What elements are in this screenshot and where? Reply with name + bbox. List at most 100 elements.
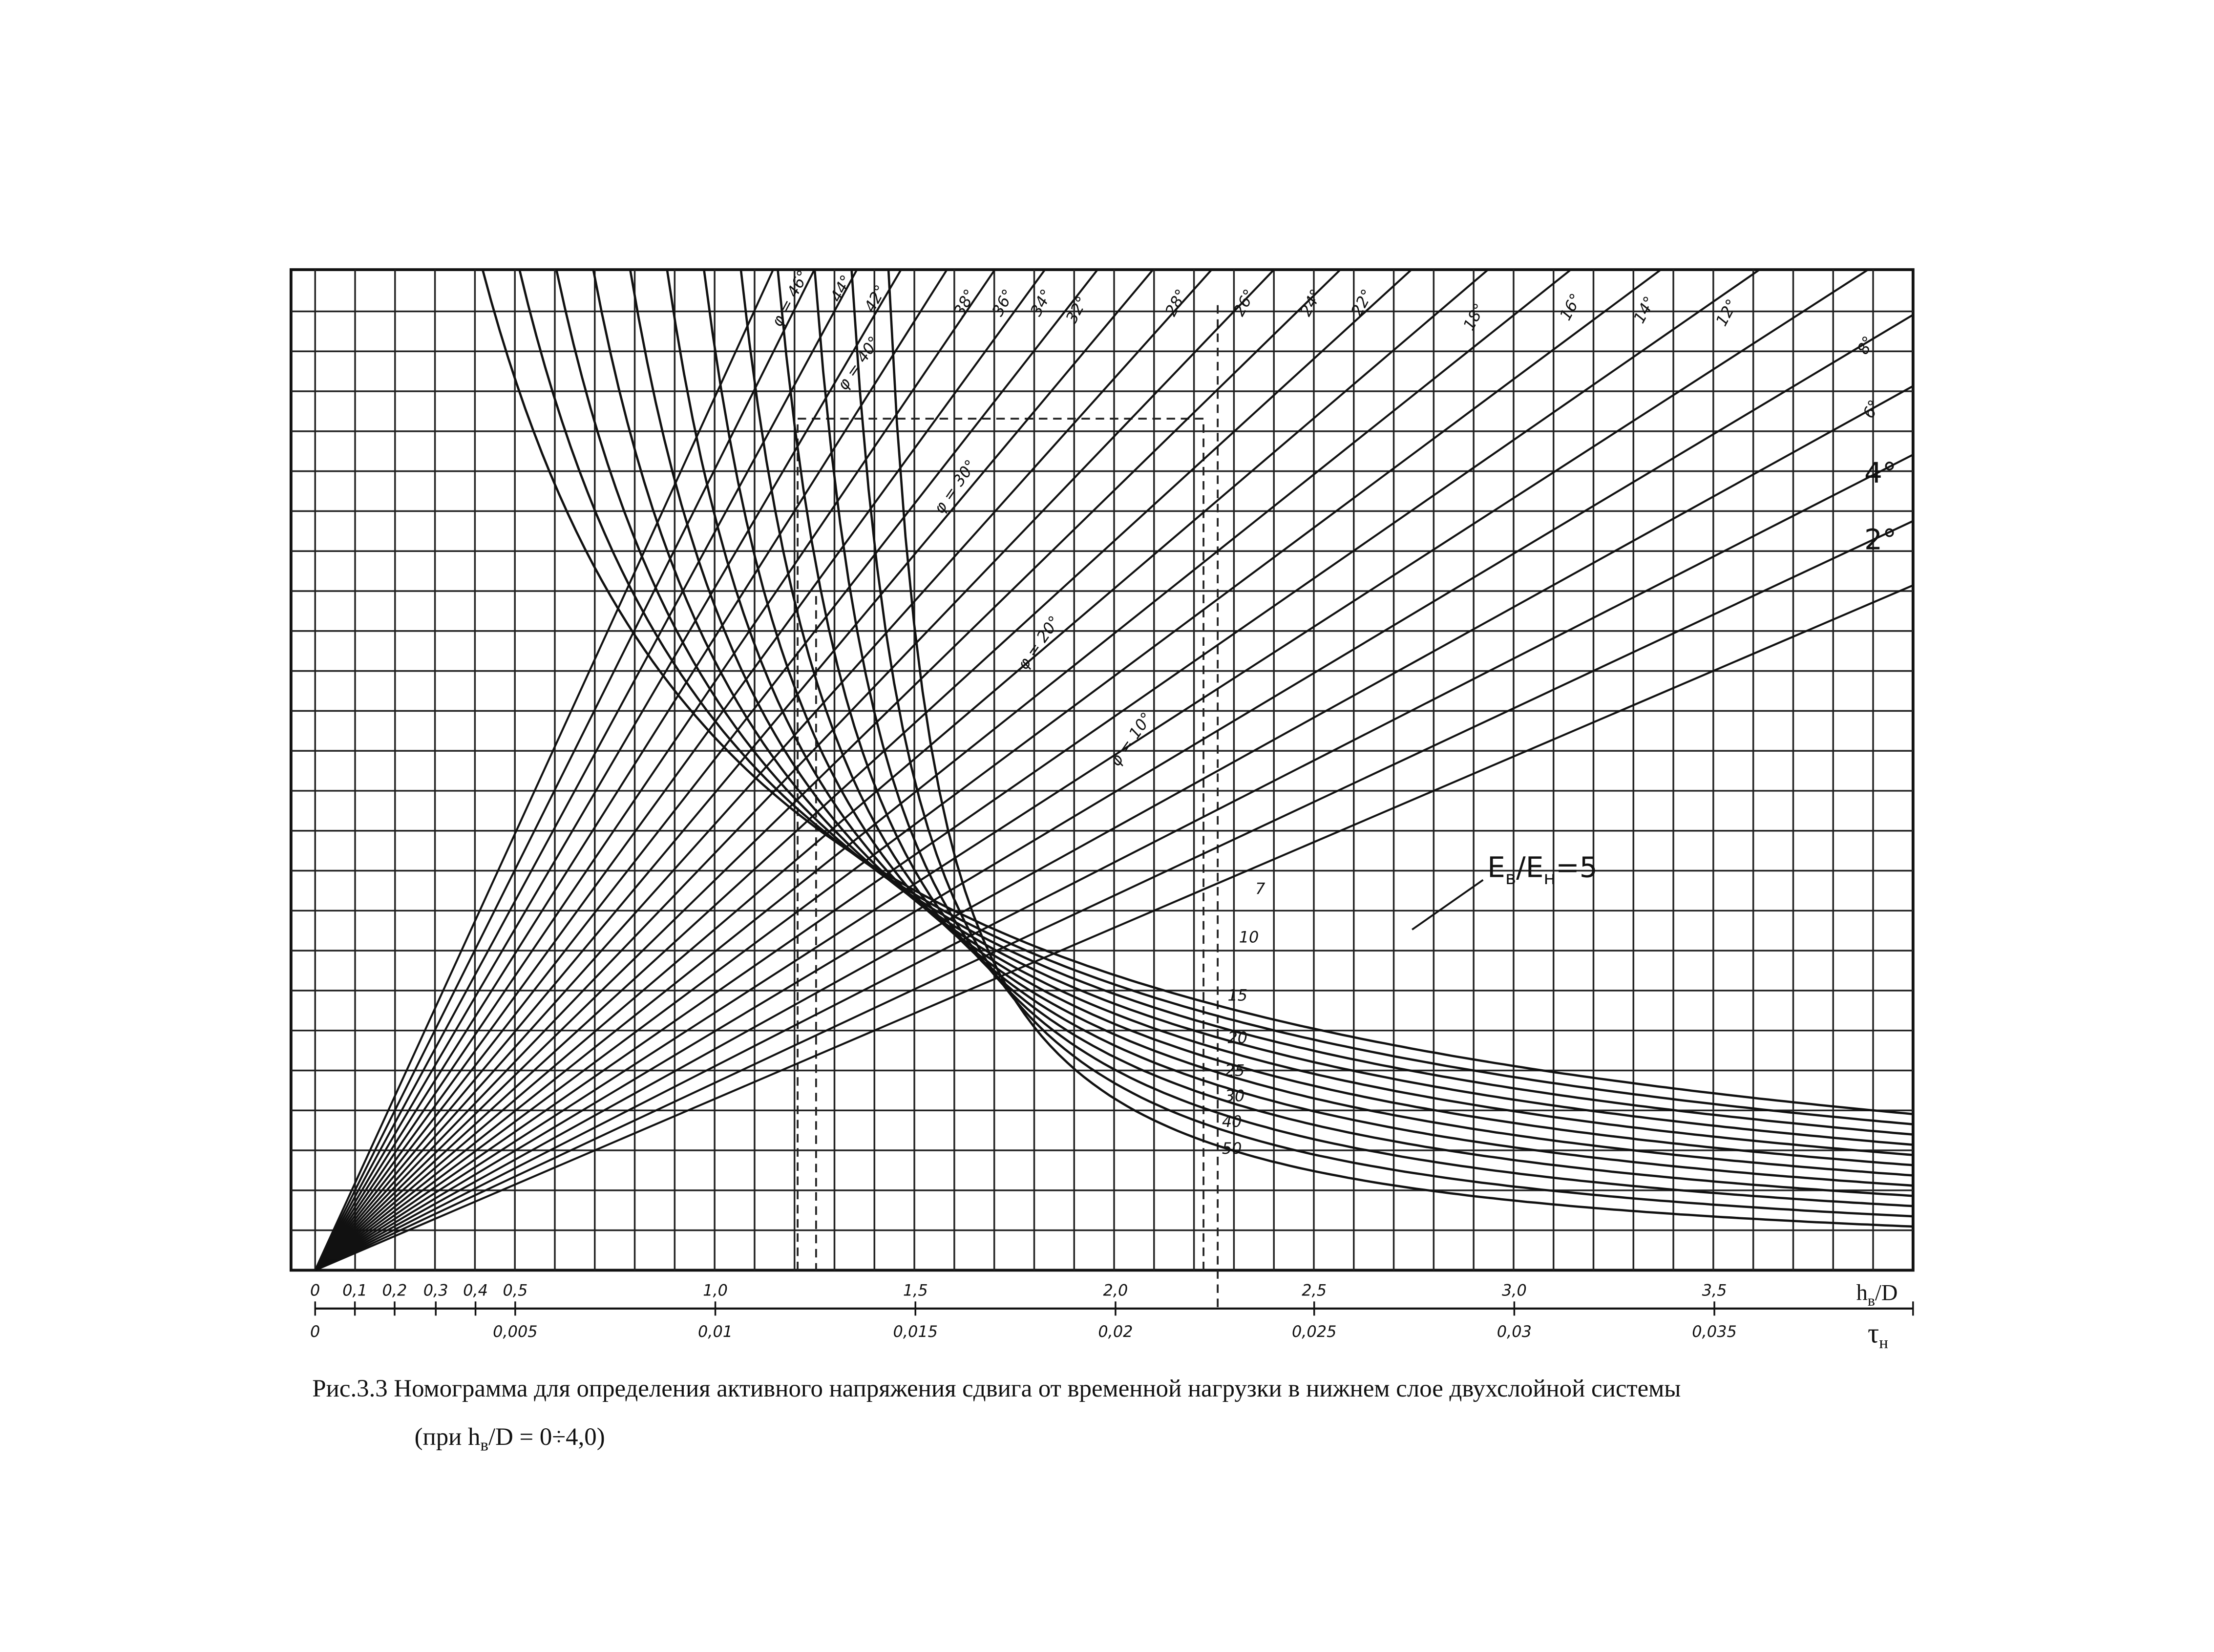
guide-line [797, 418, 1204, 1271]
ratio-curve [813, 269, 1913, 1207]
phi-line [314, 269, 948, 1271]
ratio-curve [592, 269, 1914, 1146]
caption-line-1: Рис.3.3 Номограмма для определения актив… [312, 1375, 1681, 1402]
axis-label: 2,0 [1103, 1281, 1128, 1300]
curve-label: 25 [1225, 1061, 1245, 1080]
ratio-part: =5 [1556, 851, 1598, 884]
curve-label: 15 [1227, 986, 1247, 1004]
ratio-curve [739, 269, 1913, 1187]
axis-label: 1,0 [703, 1281, 728, 1300]
ratio-curve [481, 269, 1914, 1116]
phi-line [315, 584, 1914, 1271]
axis-label: 3,5 [1702, 1281, 1727, 1300]
ratio-curve [518, 269, 1914, 1126]
phi-line [315, 269, 1662, 1271]
ratio-label: Eв/Eн=5 [1487, 851, 1598, 889]
angle-label: 24° [1296, 286, 1326, 319]
angle-label: 4° [1864, 456, 1897, 489]
curves [314, 269, 1914, 1271]
angle-label: 18° [1459, 300, 1489, 334]
axis-title: hв/D [1856, 1280, 1898, 1309]
phi-line [315, 269, 1760, 1271]
ratio-curve [555, 269, 1914, 1136]
subscript: в [1505, 867, 1516, 889]
ratio-curve [666, 269, 1914, 1166]
axis-label: 0,025 [1292, 1322, 1336, 1341]
axis-label: 0,01 [698, 1322, 733, 1341]
angle-label: 34° [1027, 286, 1056, 319]
phi-line [315, 520, 1914, 1271]
ratio-part: E [1487, 851, 1505, 884]
phi-line [314, 269, 1413, 1271]
axis-title-part: τ [1868, 1317, 1879, 1349]
phi-line [314, 269, 1046, 1271]
axis-label: 0,015 [893, 1322, 938, 1341]
angle-label: 28° [1161, 286, 1191, 319]
axis-label: 0,2 [382, 1281, 407, 1300]
axis-label: 0,005 [493, 1322, 537, 1341]
caption-part: (при h [415, 1423, 481, 1450]
angle-label: 12° [1712, 296, 1741, 329]
axis-label: 0,1 [342, 1281, 367, 1300]
axis-label: 0,02 [1098, 1322, 1133, 1341]
phi-line [314, 269, 1154, 1271]
subscript: в [1868, 1292, 1875, 1309]
angle-label: 32° [1062, 293, 1091, 326]
phi-line [314, 269, 996, 1271]
ratio-curve [777, 269, 1913, 1197]
phi-line [314, 269, 1098, 1271]
ratio-curve [703, 269, 1913, 1177]
axis-title: τн [1868, 1317, 1888, 1353]
phi-line [315, 385, 1914, 1271]
frame [289, 268, 1915, 1272]
phi-line [314, 269, 1572, 1271]
phi-line [314, 269, 1341, 1271]
caption-line-2: (при hв/D = 0÷4,0) [415, 1423, 605, 1455]
axis-label: 0,5 [503, 1281, 527, 1300]
curve-label: 20 [1227, 1029, 1247, 1047]
angle-label: 2° [1864, 523, 1897, 556]
axis-label: 0,035 [1692, 1322, 1736, 1341]
axis-label: 0 [310, 1281, 320, 1300]
phi-line [314, 269, 1275, 1271]
angle-label: 42° [861, 282, 890, 315]
phi-line [315, 314, 1914, 1271]
phi-line [314, 269, 902, 1271]
axis-label: 1,5 [903, 1281, 928, 1300]
curve-label: 7 [1255, 879, 1265, 898]
caption-subscript: в [480, 1435, 488, 1454]
angle-label: 22° [1347, 286, 1376, 319]
phi-line [315, 269, 1869, 1271]
ratio-curve [629, 269, 1913, 1156]
axis-label: 0,4 [463, 1281, 488, 1300]
angle-label: 6° [1859, 397, 1884, 421]
caption-part: /D = 0÷4,0) [488, 1423, 605, 1450]
curve-label: 30 [1225, 1087, 1245, 1105]
curve-label: 40 [1222, 1112, 1242, 1131]
curve-label: 50 [1222, 1139, 1242, 1158]
angle-label: 8° [1854, 333, 1878, 358]
phi-line [314, 269, 1213, 1271]
curve-label: 10 [1239, 928, 1259, 946]
leader [1412, 879, 1484, 931]
axis-label: 3,0 [1502, 1281, 1527, 1300]
axis-label: 0,3 [423, 1281, 448, 1300]
axis-label: 2,5 [1302, 1281, 1327, 1300]
phi-line [315, 454, 1914, 1271]
ratio-curve [887, 269, 1913, 1228]
ratio-part: /E [1516, 851, 1543, 884]
axis-title-part: h [1856, 1280, 1868, 1305]
phi-line [314, 269, 858, 1271]
axis-label: 0,03 [1497, 1322, 1532, 1341]
axis-label: 0 [310, 1322, 320, 1341]
subscript: н [1543, 867, 1556, 889]
axis-title-part: /D [1875, 1280, 1898, 1305]
angle-label: φ = 20° [1013, 613, 1064, 673]
phi-line [314, 269, 1489, 1271]
phi-line [314, 269, 816, 1271]
angle-label: 16° [1556, 290, 1585, 323]
ratio-curve [850, 269, 1913, 1218]
subscript: н [1879, 1333, 1888, 1352]
